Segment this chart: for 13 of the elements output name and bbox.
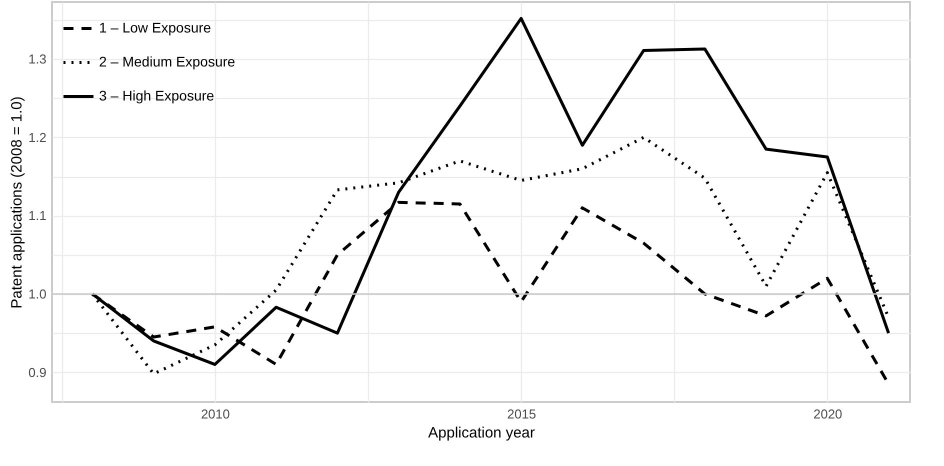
y-tick-label: 1.1 [28,208,46,224]
x-tick-label: 2020 [813,406,842,422]
x-tick-label: 2015 [507,406,536,422]
y-tick-label: 0.9 [28,364,46,380]
legend-label: 1 – Low Exposure [99,20,212,36]
legend-label: 2 – Medium Exposure [99,54,236,70]
x-axis-title: Application year [428,424,535,442]
y-tick-label: 1.2 [28,130,46,145]
y-tick-label: 1.0 [28,286,46,302]
y-axis-title: Patent applications (2008 = 1.0) [8,96,26,309]
x-tick-label: 2010 [200,406,230,422]
y-tick-label: 1.3 [28,52,46,67]
legend-label: 3 – High Exposure [99,88,214,104]
